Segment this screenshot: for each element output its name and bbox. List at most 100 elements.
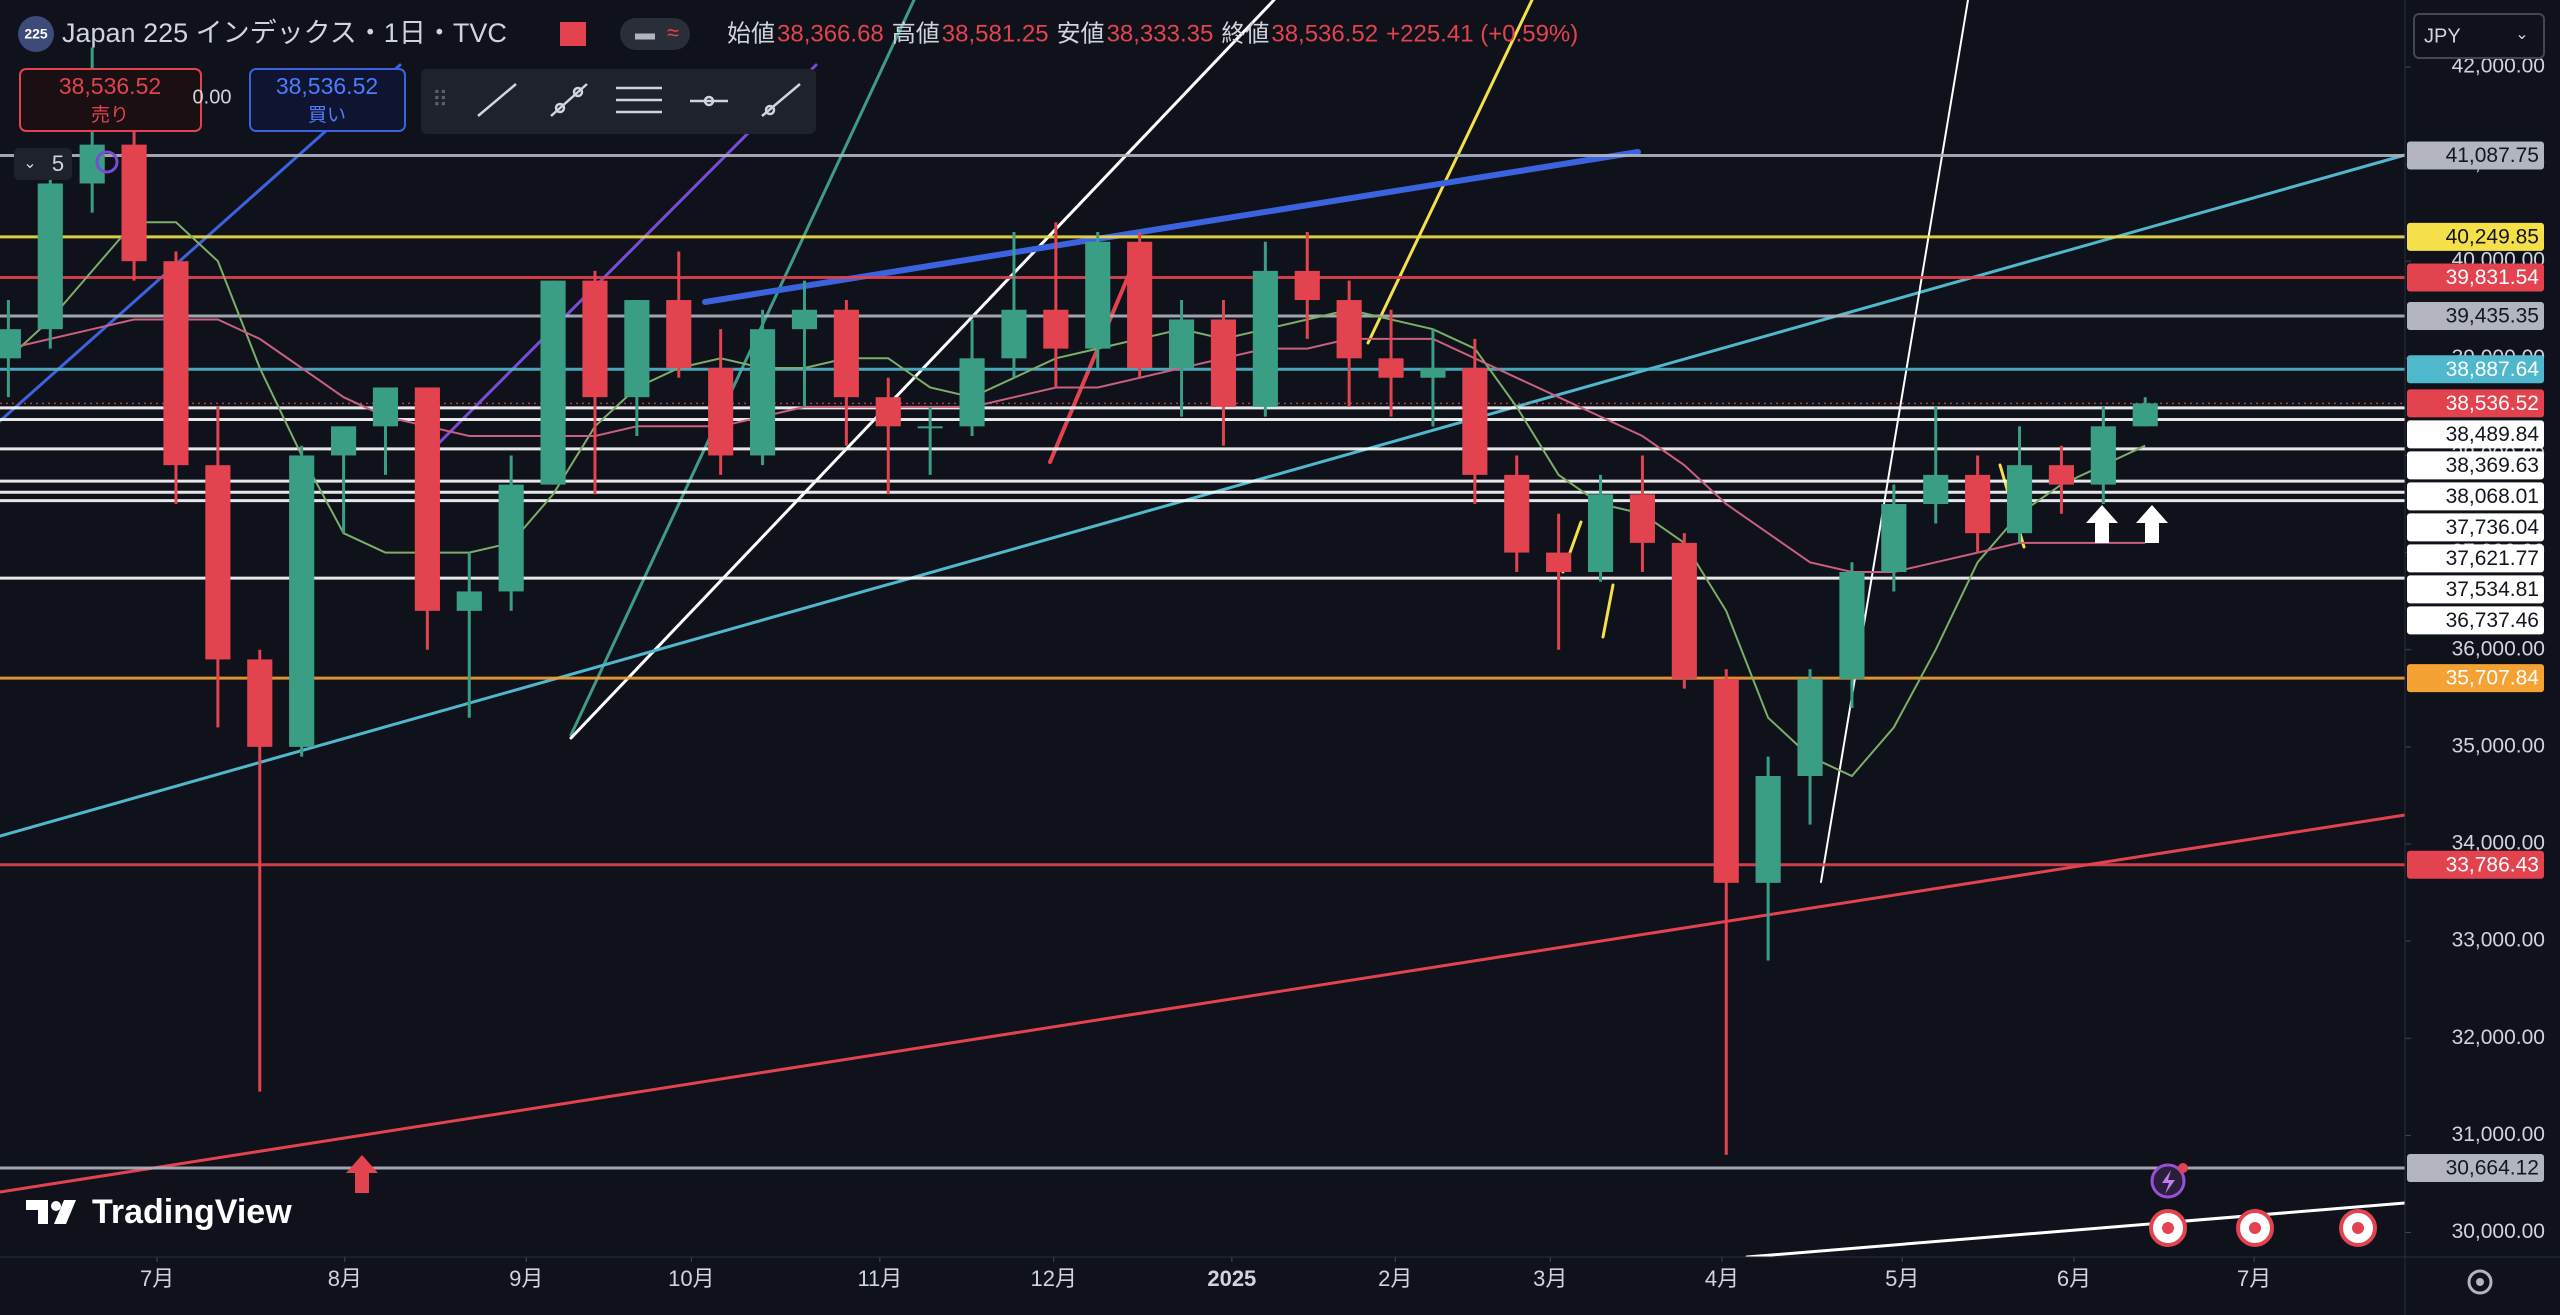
overlays — [7, 221, 2146, 778]
candle-body — [624, 300, 650, 398]
settings[interactable] — [2467, 1269, 2493, 1295]
x-tick-label: 8月 — [328, 1266, 362, 1291]
level-label: 33,786.43 — [2446, 853, 2539, 876]
candle-body — [666, 300, 692, 369]
candle-body — [540, 280, 566, 485]
event-dot — [2178, 1163, 2188, 1173]
candle-body — [121, 144, 147, 262]
candle-body — [917, 426, 943, 429]
candle-body — [875, 397, 901, 427]
candle-body — [791, 309, 818, 330]
currency: JPY — [2424, 25, 2461, 47]
y-tick-label: 42,000.00 — [2452, 54, 2545, 77]
candle-body — [1294, 270, 1320, 301]
level-label: 39,831.54 — [2446, 266, 2540, 289]
trade-panel: 38,536.52 売り 0.00 38,536.52 買い ⠿ ⌄ 5 — [14, 68, 816, 180]
indicator-toggle[interactable] — [14, 148, 72, 180]
ohlc-value: 38,581.25 — [942, 20, 1049, 47]
gear-center — [2476, 1278, 2484, 1286]
buy-price: 38,536.52 — [276, 73, 378, 99]
level-label: 36,737.46 — [2446, 609, 2539, 632]
event-marker-dot — [2249, 1222, 2261, 1234]
candle-body — [205, 465, 231, 660]
y-tick-label: 35,000.00 — [2452, 734, 2545, 757]
tool-segment[interactable] — [761, 83, 801, 117]
candle-body — [1378, 358, 1404, 378]
lightning — [2162, 1170, 2175, 1194]
candle-body — [1923, 474, 1949, 505]
sell-button[interactable] — [19, 68, 202, 132]
x-tick-label: 5月 — [1885, 1266, 1919, 1291]
gear-icon[interactable] — [2467, 1269, 2493, 1295]
candle-body — [163, 261, 189, 466]
ohlc: 始値 38,366.68 高値 38,581.25 安値 38,333.35 終値 38,53… — [727, 20, 1578, 47]
x-tick-label: 11月 — [857, 1266, 902, 1291]
candle-body — [1587, 494, 1614, 573]
level-label: 38,369.63 — [2446, 454, 2539, 477]
moving-average — [8, 318, 2146, 573]
candle-body — [1420, 368, 1446, 378]
symbol-badge — [18, 16, 54, 52]
candle-body — [1965, 474, 1991, 534]
candle-body — [1504, 474, 1530, 553]
level-tag — [2407, 850, 2544, 879]
level-tag — [2407, 606, 2544, 635]
symbol-title[interactable]: Japan 225 インデックス・1日・TVC — [62, 18, 507, 48]
trend-line — [1366, 0, 1534, 345]
level-label: 35,707.84 — [2446, 667, 2540, 690]
change: +225.41 (+0.59%) — [1386, 20, 1578, 47]
level-tag — [2407, 141, 2544, 170]
y-tick-label: 32,000.00 — [2452, 1026, 2545, 1049]
level-labels: 41,087.75 40,249.85 39,831.54 39,435.35 38,8… — [2407, 141, 2544, 1183]
x-tick-label: 12月 — [1031, 1266, 1077, 1291]
candle-body — [749, 329, 776, 456]
level-label: 37,736.04 — [2446, 516, 2540, 539]
candle-body — [79, 144, 105, 184]
level-tag — [2407, 263, 2544, 292]
moving-average — [7, 221, 2146, 778]
drawing-toolbar — [421, 69, 816, 134]
x-axis: 7月 8月 9月 10月 11月 12月 2025 2月 3月 4月 5月 6月 7月 — [140, 1257, 2271, 1291]
x-tick-label: 2月 — [1378, 1266, 1412, 1291]
buy-button[interactable] — [249, 68, 406, 132]
x-tick-label: 7月 — [2237, 1266, 2271, 1291]
logo-dot — [51, 1201, 61, 1211]
candle-body — [498, 484, 524, 592]
trend-line — [1601, 583, 1615, 639]
trend-line — [0, 153, 2407, 838]
candle-body — [582, 280, 608, 398]
trend-line — [1048, 251, 1140, 464]
y-tick-label: 31,000.00 — [2452, 1123, 2545, 1146]
currency-button[interactable] — [2413, 13, 2545, 59]
toggle[interactable] — [620, 18, 690, 50]
level-tag — [2407, 482, 2544, 511]
tool-trend[interactable] — [477, 83, 517, 117]
candle-body — [1546, 552, 1572, 573]
candle-body — [1462, 368, 1488, 475]
level-tag — [2407, 544, 2544, 573]
level-tag — [2407, 420, 2544, 449]
level-tag — [2407, 575, 2544, 604]
sync-icon[interactable] — [95, 150, 119, 174]
candle-body — [247, 659, 273, 747]
ohlc-value: 38,333.35 — [1107, 20, 1214, 47]
y-tick-label: 30,000.00 — [2452, 1220, 2545, 1243]
level-label: 30,664.12 — [2446, 1157, 2539, 1180]
x-tick-label: 4月 — [1705, 1266, 1739, 1291]
candle-body — [37, 183, 63, 330]
currency-select[interactable]: JPY ⌄ — [2413, 13, 2545, 59]
flag-icon[interactable] — [560, 22, 586, 46]
toggle-wave: ≈ — [667, 20, 679, 45]
level-label: 40,249.85 — [2446, 225, 2539, 248]
candle-body — [1001, 309, 1027, 359]
candle-body — [1629, 494, 1656, 543]
drag-handle[interactable]: ⠿ — [432, 87, 448, 112]
candle-body — [1713, 678, 1739, 883]
time-axis — [0, 1257, 2560, 1315]
candle-body — [1210, 319, 1237, 407]
level-tag — [2407, 389, 2544, 418]
header: 225 Japan 225 インデックス・1日・TVC ▬ ≈ 始値 38,366… — [18, 16, 1578, 52]
candle-body — [1043, 309, 1069, 349]
candle-body — [0, 329, 21, 359]
candle-body — [289, 455, 315, 747]
